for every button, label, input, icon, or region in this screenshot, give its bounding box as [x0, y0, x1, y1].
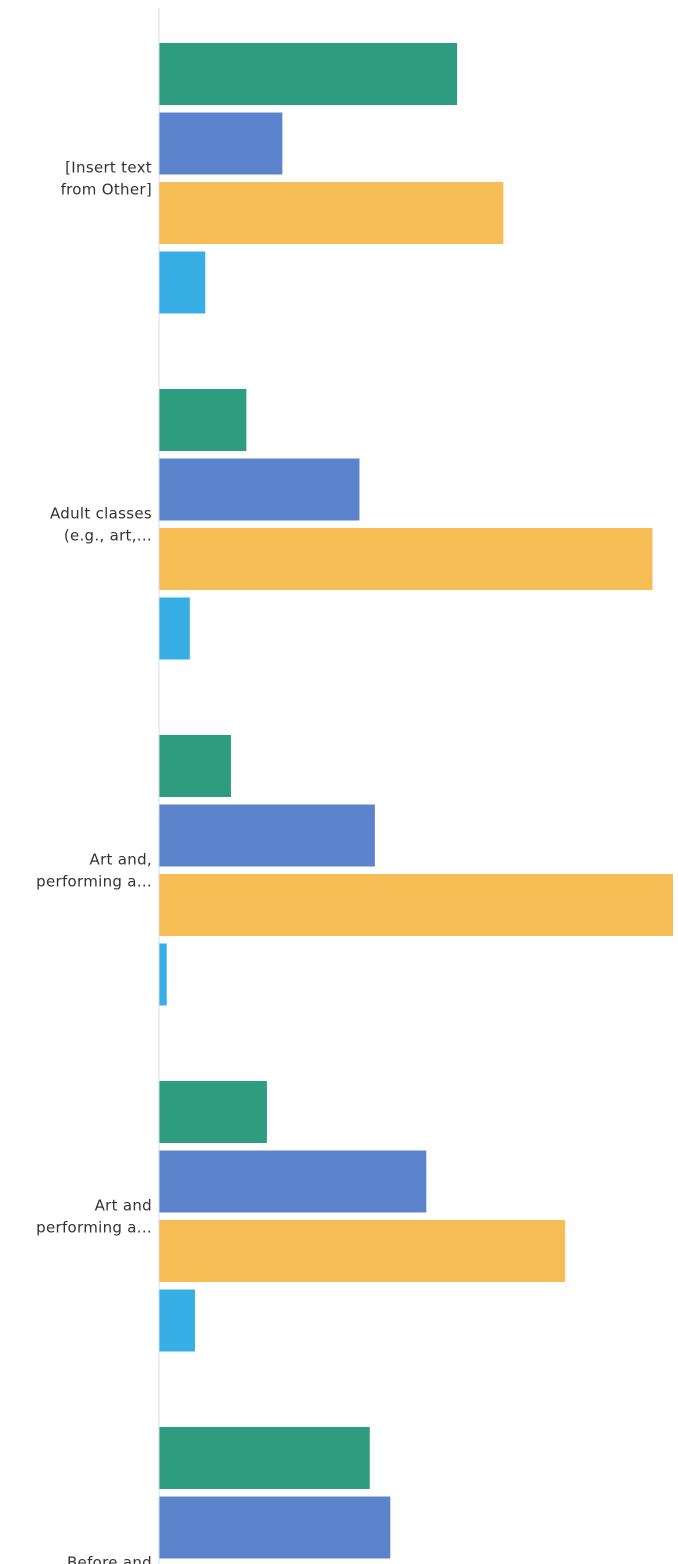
category-label-4-line-1: Art and — [95, 1196, 152, 1214]
bar-cat2-series1 — [159, 389, 247, 451]
bar-cat1-series1 — [159, 43, 458, 105]
bar-cat1-series2 — [159, 112, 283, 175]
category-labels-layer: [Insert text from Other] Adult classes (e.g… — [36, 158, 152, 1564]
bar-cat5-series1 — [159, 1427, 370, 1489]
bar-cat1-series3 — [159, 182, 504, 244]
category-label-3-line-1: Art and, — [90, 850, 152, 868]
bar-cat5-series2 — [159, 1496, 391, 1559]
bar-cat2-series4 — [159, 597, 190, 660]
bar-cat2-series3 — [159, 528, 653, 590]
bar-cat3-series2 — [159, 804, 375, 867]
category-label-1-line-2: from Other] — [61, 180, 152, 198]
bar-cat1-series4 — [159, 251, 206, 314]
bar-cat2-series2 — [159, 458, 360, 521]
category-label-4-line-2: performing a... — [36, 1218, 152, 1236]
category-label-2-line-2: (e.g., art,... — [64, 526, 152, 544]
category-label-2-line-1: Adult classes — [50, 504, 152, 522]
bar-cat3-series4 — [159, 943, 167, 1006]
bar-cat4-series1 — [159, 1081, 267, 1143]
bars-layer — [159, 43, 673, 1559]
category-label-5-line-1: Before and — [67, 1553, 152, 1564]
bar-cat4-series3 — [159, 1220, 566, 1282]
category-label-1-line-1: [Insert text — [65, 158, 152, 176]
bar-cat3-series3 — [159, 874, 673, 936]
bar-cat4-series2 — [159, 1150, 427, 1213]
bar-cat3-series1 — [159, 735, 231, 797]
bar-cat4-series4 — [159, 1289, 195, 1352]
category-label-3-line-2: performing a... — [36, 872, 152, 890]
